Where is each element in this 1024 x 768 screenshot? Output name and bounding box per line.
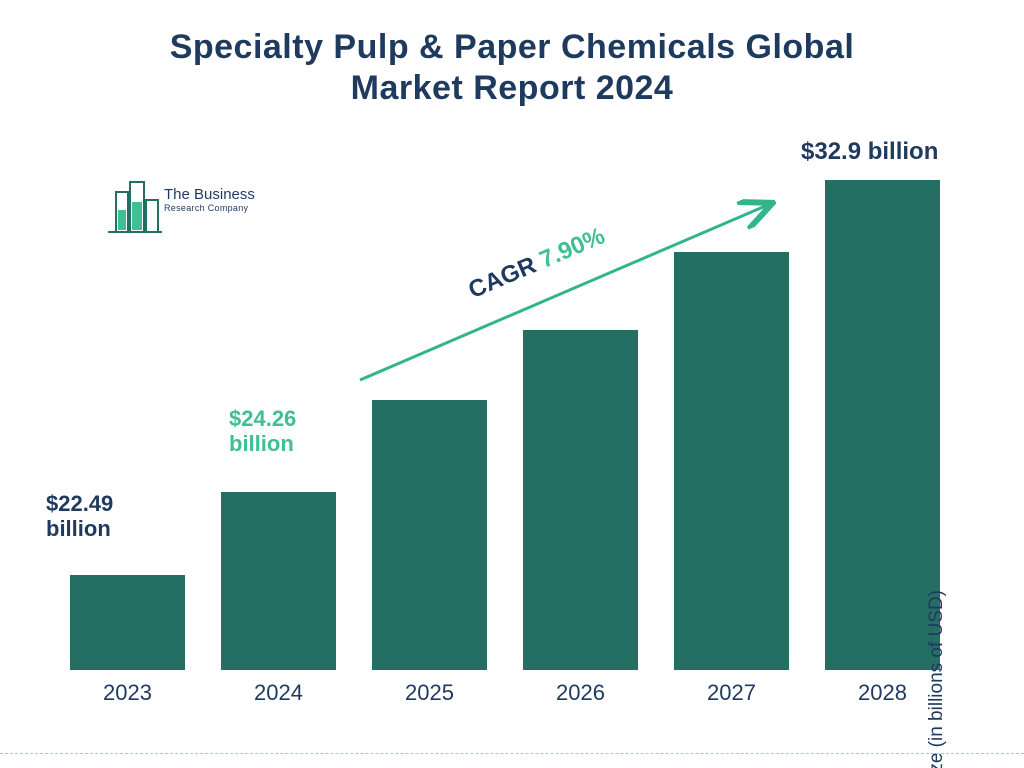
chart-canvas: Specialty Pulp & Paper Chemicals Global … (0, 0, 1024, 768)
footer-divider (0, 753, 1024, 754)
value-label-5: $32.9 billion (801, 138, 938, 166)
value-label-1: $24.26billion (229, 406, 296, 457)
x-label-2024: 2024 (221, 680, 336, 706)
x-label-2023: 2023 (70, 680, 185, 706)
x-label-2027: 2027 (674, 680, 789, 706)
x-label-2026: 2026 (523, 680, 638, 706)
y-axis-label: Market Size (in billions of USD) (926, 590, 948, 768)
bars-container: 2023 2024 2025 2026 2027 2028 (70, 150, 940, 670)
chart-title: Specialty Pulp & Paper Chemicals Global … (0, 28, 1024, 108)
bar-2025: 2025 (372, 400, 487, 670)
bar-2028: 2028 (825, 180, 940, 670)
value-label-0: $22.49billion (46, 491, 113, 542)
x-label-2025: 2025 (372, 680, 487, 706)
bar-2023: 2023 (70, 575, 185, 670)
title-line-2: Market Report 2024 (0, 69, 1024, 108)
bar-chart: 202320242025202620272028 CAGR 7.90% Mark… (70, 150, 940, 670)
x-label-2028: 2028 (825, 680, 940, 706)
title-line-1: Specialty Pulp & Paper Chemicals Global (0, 28, 1024, 67)
bar-2027: 2027 (674, 252, 789, 670)
bar-2026: 2026 (523, 330, 638, 670)
bar-2024: 2024 (221, 492, 336, 670)
